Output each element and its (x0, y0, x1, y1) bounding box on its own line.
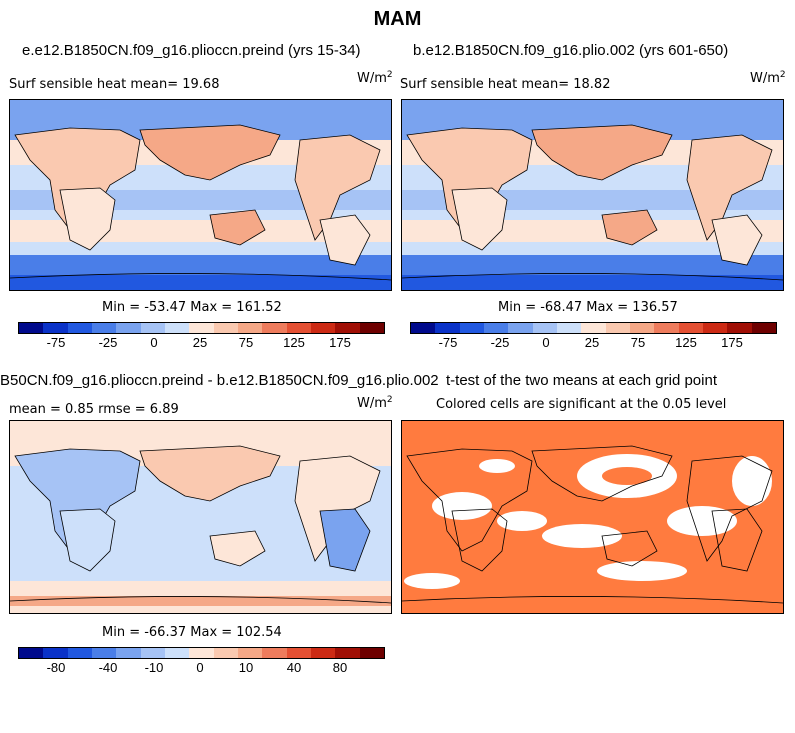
panel-2-tick: 125 (675, 335, 697, 350)
panel-1-cbar-cell (286, 323, 311, 333)
panel-2-left-label: Surf sensible heat mean= 18.82 (400, 77, 611, 92)
panel-1-cbar-cell (140, 323, 165, 333)
panel-3-tick: 80 (332, 660, 348, 675)
panel-1-cbar-cell (189, 323, 214, 333)
panel-1-units: W/m2 (357, 70, 393, 86)
panel-2-cbar-cell (435, 323, 460, 333)
panel-4-subtitle: Colored cells are significant at the 0.0… (436, 397, 727, 412)
panel-2-cbar-cell (654, 323, 679, 333)
panel-1-cbar-cell (262, 323, 287, 333)
panel-3-left-label: mean = 0.85 rmse = 6.89 (9, 402, 179, 417)
panel-2-tick: 75 (630, 335, 646, 350)
panel-3-tick: 10 (238, 660, 254, 675)
panel-2-cbar-cell (581, 323, 606, 333)
panel-3-tick: 0 (196, 660, 204, 675)
panel-2-units: W/m2 (750, 70, 786, 86)
panel-2-cbar-cell (751, 323, 776, 333)
panel-2-tick: 0 (542, 335, 550, 350)
panel-2-cbar-cell (508, 323, 533, 333)
panel-2-tick: 175 (721, 335, 743, 350)
panel-2-minmax: Min = -68.47 Max = 136.57 (498, 300, 678, 315)
panel-1-tick: 125 (283, 335, 305, 350)
panel-1-cbar-cell (43, 323, 68, 333)
panel-1-title: e.e12.B1850CN.f09_g16.plioccn.preind (yr… (22, 42, 361, 59)
panel-3-cbar-cell (116, 648, 141, 658)
panel-3-map (9, 420, 392, 614)
panel-1-cbar-cell (213, 323, 238, 333)
panel-2-cbar-cell (727, 323, 752, 333)
panel-1-map-svg (10, 100, 391, 290)
panel-1-tick: 175 (329, 335, 351, 350)
panel-2-map-svg (402, 100, 783, 290)
panel-3-tick: -10 (144, 660, 164, 675)
panel-3-cbar-cell (164, 648, 190, 658)
panel-1-cbar-cell (164, 323, 190, 333)
panel-3-title: B50CN.f09_g16.plioccn.preind - b.e12.B18… (0, 372, 439, 389)
panel-1-tick: -75 (46, 335, 66, 350)
panel-1-cbar-cell (359, 323, 384, 333)
panel-3-minmax: Min = -66.37 Max = 102.54 (102, 625, 282, 640)
panel-2-cbar-cell (483, 323, 509, 333)
panel-3-units: W/m2 (357, 395, 393, 411)
panel-3-cbar-cell (19, 648, 44, 658)
panel-1-map (9, 99, 392, 291)
panel-1-cbar-cell (91, 323, 117, 333)
panel-1-cbar-cell (116, 323, 141, 333)
panel-1-cbar-cell (67, 323, 92, 333)
panel-1-left-label: Surf sensible heat mean= 19.68 (9, 77, 220, 92)
panel-2-cbar-cell (605, 323, 630, 333)
panel-1-tick: -25 (98, 335, 118, 350)
panel-3-cbar-cell (286, 648, 311, 658)
panel-3-cbar-cell (140, 648, 165, 658)
panel-2-tick: 25 (584, 335, 600, 350)
panel-2-map (401, 99, 784, 291)
panel-2-tick: -75 (438, 335, 458, 350)
panel-2-cbar-cell (678, 323, 703, 333)
panel-1-tick: 75 (238, 335, 254, 350)
panel-3-cbar-cell (237, 648, 263, 658)
panel-3-tick: -40 (98, 660, 118, 675)
panel-3-cbar-cell (335, 648, 360, 658)
panel-3-cbar-cell (189, 648, 214, 658)
panel-3-cbar-cell (359, 648, 384, 658)
panel-2-cbar-cell (459, 323, 484, 333)
panel-2-cbar-cell (629, 323, 655, 333)
panel-3-tick: -80 (46, 660, 66, 675)
panel-1-cbar-cell (310, 323, 336, 333)
panel-2-cbar-cell (532, 323, 557, 333)
panel-2-cbar-cell (702, 323, 728, 333)
panel-3-cbar-cell (262, 648, 287, 658)
panel-2-title: b.e12.B1850CN.f09_g16.plio.002 (yrs 601-… (413, 42, 729, 59)
panel-1-colorbar (18, 322, 385, 334)
panel-3-cbar-cell (43, 648, 68, 658)
panel-2-cbar-cell (556, 323, 582, 333)
panel-2-colorbar (410, 322, 777, 334)
panel-3-tick: 40 (286, 660, 302, 675)
panel-1-tick: 0 (150, 335, 158, 350)
panel-1-cbar-cell (19, 323, 44, 333)
panel-3-cbar-cell (91, 648, 117, 658)
panel-3-map-svg (10, 421, 391, 613)
page-title: MAM (373, 8, 422, 30)
panel-3-cbar-cell (67, 648, 92, 658)
panel-1-cbar-cell (237, 323, 263, 333)
panel-1-tick: 25 (192, 335, 208, 350)
panel-1-cbar-cell (335, 323, 360, 333)
panel-3-colorbar (18, 647, 385, 659)
panel-2-tick: -25 (490, 335, 510, 350)
panel-3-cbar-cell (213, 648, 238, 658)
panel-3-cbar-cell (310, 648, 336, 658)
panel-2-cbar-cell (411, 323, 436, 333)
panel-4-title: t-test of the two means at each grid poi… (446, 372, 717, 389)
panel-4-map-svg (402, 421, 783, 613)
panel-1-minmax: Min = -53.47 Max = 161.52 (102, 300, 282, 315)
panel-4-map (401, 420, 784, 614)
